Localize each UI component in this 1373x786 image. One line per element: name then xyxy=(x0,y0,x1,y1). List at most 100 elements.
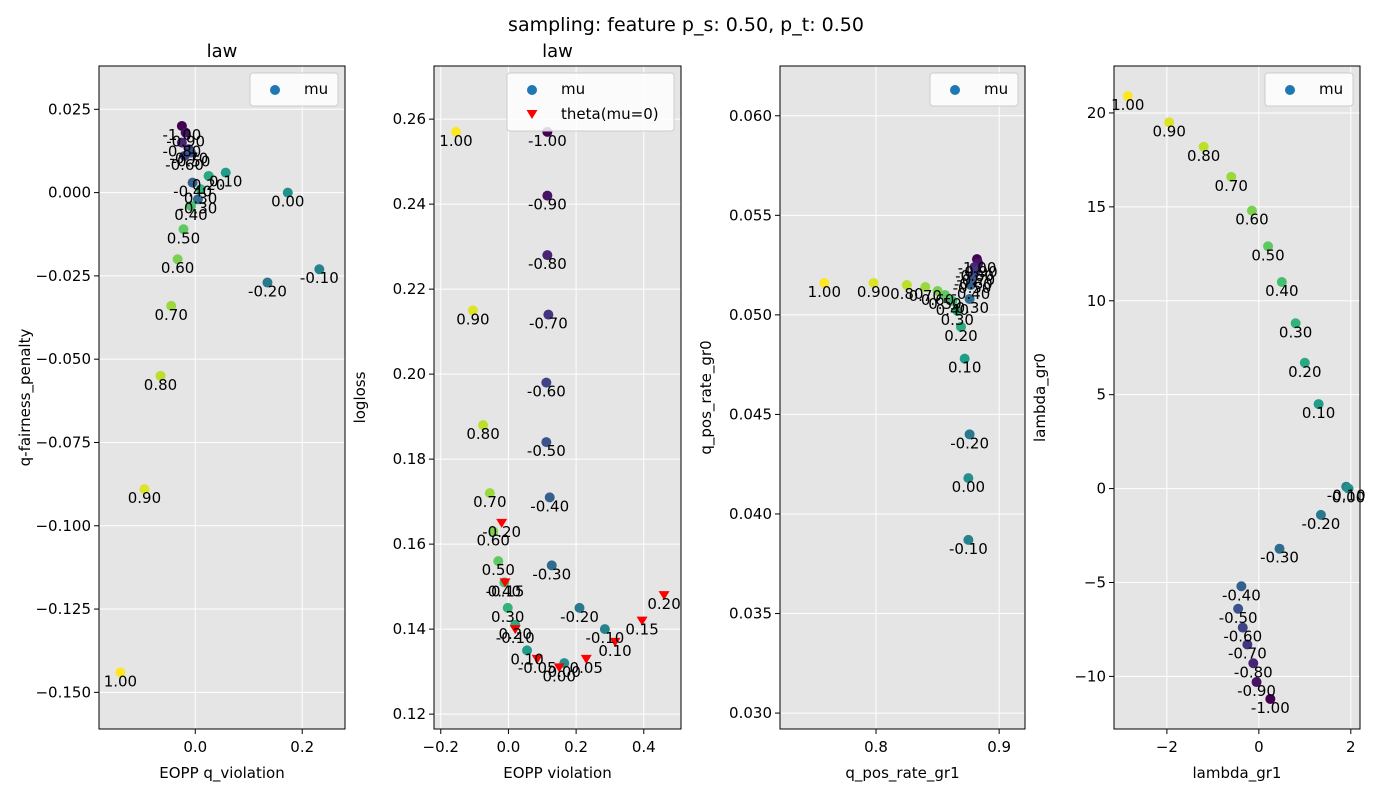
legend: mu xyxy=(1264,72,1354,107)
mu-point xyxy=(932,285,943,296)
mu-point xyxy=(203,170,214,181)
mu-annotation: 0.10 xyxy=(948,359,981,377)
mu-point xyxy=(1226,171,1237,182)
x-tick-label: 0.4 xyxy=(632,738,656,756)
theta-marker xyxy=(580,654,592,664)
axes-frame xyxy=(433,65,682,730)
theta-marker xyxy=(496,518,508,528)
mu-point xyxy=(1237,622,1248,633)
mu-point xyxy=(574,602,585,613)
mu-point xyxy=(947,295,958,306)
mu-annotation: 0.40 xyxy=(936,301,969,319)
y-tick-label: −5 xyxy=(1084,574,1106,592)
legend-label: mu xyxy=(984,80,1008,98)
mu-point xyxy=(1274,543,1285,554)
mu-annotation: 0.30 xyxy=(491,608,524,626)
mu-annotation: -1.00 xyxy=(958,259,997,277)
y-tick-label: 15 xyxy=(1087,198,1106,216)
plot-area xyxy=(780,66,1025,729)
mu-point xyxy=(282,187,293,198)
mu-annotation: 0.10 xyxy=(1302,404,1335,422)
theta-marker xyxy=(553,663,565,673)
legend: mu xyxy=(249,72,339,107)
mu-point xyxy=(220,167,231,178)
mu-annotation: 0.90 xyxy=(857,283,890,301)
mu-annotation: 0.80 xyxy=(1187,147,1220,165)
legend-mu-marker xyxy=(950,85,960,95)
legend-label: mu xyxy=(304,80,328,98)
mu-annotation: -0.40 xyxy=(530,497,569,515)
y-tick-label: 0.12 xyxy=(393,705,426,723)
mu-point xyxy=(965,280,976,291)
y-tick-label: 0.050 xyxy=(729,306,772,324)
mu-point xyxy=(195,184,206,195)
x-tick-label: −2 xyxy=(1156,738,1178,756)
mu-annotation: -0.20 xyxy=(560,608,599,626)
theta-annotation: 0.20 xyxy=(647,595,680,613)
mu-annotation: -0.80 xyxy=(528,255,567,273)
mu-point xyxy=(187,177,198,188)
mu-point xyxy=(959,353,970,364)
mu-annotation: 0.40 xyxy=(174,206,207,224)
theta-annotation: -0.20 xyxy=(482,523,521,541)
mu-point xyxy=(192,194,203,205)
mu-annotation: 0.60 xyxy=(161,259,194,277)
mu-point xyxy=(963,534,974,545)
mu-annotation: -0.80 xyxy=(955,267,994,285)
mu-point xyxy=(185,147,196,158)
x-tick-label: 0 xyxy=(1254,738,1264,756)
mu-point xyxy=(541,377,552,388)
mu-annotation: 1.00 xyxy=(808,283,841,301)
mu-annotation: 0.10 xyxy=(209,173,242,191)
mu-annotation: 0.70 xyxy=(154,306,187,324)
mu-annotation: 0.20 xyxy=(1288,363,1321,381)
legend: mu xyxy=(929,72,1019,107)
mu-point xyxy=(314,264,325,275)
mu-annotation: -0.80 xyxy=(162,143,201,161)
mu-annotation: -0.60 xyxy=(165,156,204,174)
axes-frame xyxy=(98,65,346,730)
mu-annotation: 0.80 xyxy=(144,376,177,394)
mu-point xyxy=(544,492,555,503)
theta-marker xyxy=(499,578,511,588)
axes-frame xyxy=(779,65,1026,730)
mu-point xyxy=(868,278,879,289)
theta-marker xyxy=(509,625,521,635)
mu-annotation: -0.70 xyxy=(169,149,208,167)
mu-annotation: 0.70 xyxy=(473,493,506,511)
y-tick-label: −0.050 xyxy=(35,350,91,368)
mu-annotation: 0.30 xyxy=(1279,323,1312,341)
axes-frame xyxy=(1113,65,1361,730)
mu-annotation: -0.30 xyxy=(1260,549,1299,567)
mu-annotation: 0.20 xyxy=(944,327,977,345)
y-axis-label: logloss xyxy=(351,371,369,423)
y-tick-label: −0.100 xyxy=(35,517,91,535)
y-tick-label: 0.22 xyxy=(393,280,426,298)
y-tick-label: 0.025 xyxy=(48,100,91,118)
mu-annotation: -0.30 xyxy=(532,565,571,583)
theta-annotation: 0.15 xyxy=(625,621,658,639)
mu-annotation: -0.10 xyxy=(585,629,624,647)
mu-annotation: 0.20 xyxy=(499,625,532,643)
y-tick-label: 0.26 xyxy=(393,110,426,128)
legend-label: theta(mu=0) xyxy=(561,105,659,123)
mu-annotation: -0.20 xyxy=(950,434,989,452)
mu-annotation: 0.00 xyxy=(271,193,304,211)
mu-point xyxy=(1246,205,1257,216)
y-axis-label: q_pos_rate_gr0 xyxy=(697,340,716,454)
mu-point xyxy=(115,667,126,678)
mu-annotation: 0.00 xyxy=(548,663,581,681)
axes-title: law xyxy=(207,41,238,62)
theta-marker xyxy=(636,616,648,626)
x-tick-label: 0.0 xyxy=(497,738,521,756)
mu-annotation: 1.00 xyxy=(104,672,137,690)
mu-point xyxy=(166,300,177,311)
mu-annotation: -0.20 xyxy=(248,283,287,301)
mu-point xyxy=(964,429,975,440)
mu-annotation: 0.30 xyxy=(184,189,217,207)
mu-annotation: -0.90 xyxy=(1237,682,1276,700)
mu-annotation: -0.60 xyxy=(527,383,566,401)
mu-point xyxy=(1248,658,1259,669)
mu-point xyxy=(176,137,187,148)
mu-point xyxy=(155,370,166,381)
